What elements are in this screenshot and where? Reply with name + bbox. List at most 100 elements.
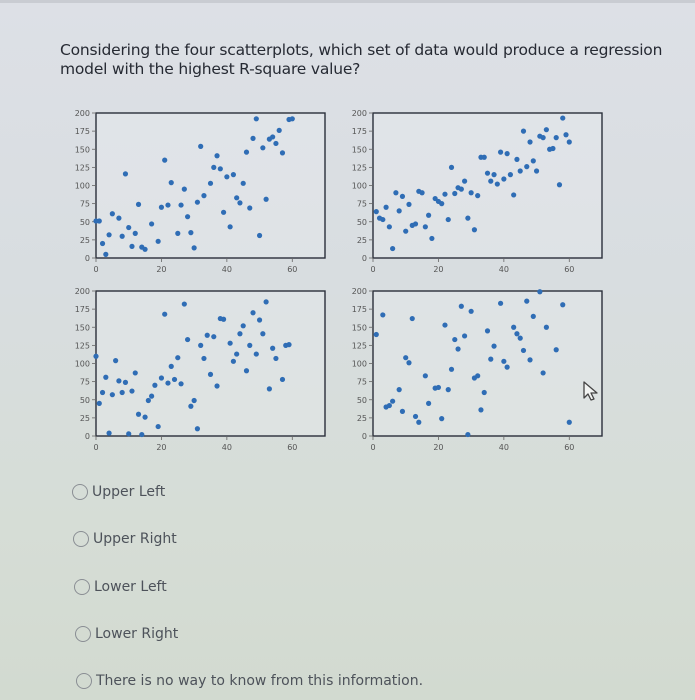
data-point xyxy=(240,180,246,186)
data-point xyxy=(224,174,230,180)
option-lower-left[interactable]: Lower Left xyxy=(74,579,167,595)
option-upper-right[interactable]: Upper Right xyxy=(73,531,177,547)
y-tick-label: 0 xyxy=(362,254,367,263)
data-point xyxy=(406,201,412,207)
scatter-plot-svg: 0 25 50 75 100 125 150 175 200 0 20 40 60 xyxy=(75,287,326,452)
data-point xyxy=(488,178,494,184)
data-point xyxy=(504,364,510,370)
data-point xyxy=(214,383,220,389)
data-point xyxy=(273,140,279,147)
data-point xyxy=(458,186,464,192)
data-point xyxy=(514,331,520,337)
y-tick-label: 150 xyxy=(75,145,90,154)
y-tick-label: 100 xyxy=(75,182,90,191)
data-point xyxy=(256,317,263,323)
data-point xyxy=(185,214,191,220)
scatterplot-upper-left: 0 25 50 75 100 125 150 175 200 0 20 40 60 xyxy=(60,104,330,274)
data-point xyxy=(524,164,530,170)
data-point xyxy=(511,192,517,198)
plot-frame xyxy=(372,112,603,259)
data-point xyxy=(106,232,112,238)
x-tick-label: 20 xyxy=(156,265,166,274)
x-tick-label: 60 xyxy=(287,265,297,274)
data-point xyxy=(501,176,507,182)
data-point xyxy=(403,355,409,361)
x-tick-label: 40 xyxy=(499,265,509,274)
x-tick-label: 60 xyxy=(564,443,574,452)
radio-button[interactable] xyxy=(76,673,92,689)
data-point xyxy=(93,353,99,359)
data-point xyxy=(155,238,161,244)
data-point xyxy=(211,164,217,170)
option-label: Lower Left xyxy=(94,579,167,595)
data-point xyxy=(471,227,478,233)
data-point xyxy=(253,116,259,122)
data-point xyxy=(132,370,138,376)
data-point xyxy=(553,347,559,353)
option-lower-right[interactable]: Lower Right xyxy=(75,626,178,642)
data-point xyxy=(194,426,201,432)
radio-button[interactable] xyxy=(73,531,89,547)
data-point xyxy=(484,328,491,334)
y-tick-label: 0 xyxy=(85,432,90,441)
data-point xyxy=(442,191,448,197)
data-point xyxy=(263,196,269,202)
data-point xyxy=(260,331,266,337)
x-tick-label: 40 xyxy=(499,443,509,452)
y-tick-label: 75 xyxy=(80,200,90,209)
data-point xyxy=(465,215,471,221)
radio-button[interactable] xyxy=(74,579,90,595)
data-point xyxy=(129,243,135,249)
data-point xyxy=(175,230,181,236)
data-point xyxy=(243,149,250,155)
data-point xyxy=(380,216,386,223)
y-tick-label: 125 xyxy=(352,163,367,172)
y-tick-label: 150 xyxy=(75,323,90,332)
data-point xyxy=(475,193,481,199)
data-point xyxy=(501,358,507,364)
data-point xyxy=(276,127,282,133)
data-point xyxy=(188,230,194,236)
data-point xyxy=(106,430,112,436)
data-point xyxy=(422,224,428,230)
data-point xyxy=(250,135,256,141)
data-point xyxy=(119,389,125,396)
x-tick-label: 20 xyxy=(156,443,166,452)
y-tick-label: 50 xyxy=(357,218,367,227)
data-point xyxy=(240,323,246,329)
top-border xyxy=(0,0,695,3)
data-point xyxy=(406,360,412,366)
data-point xyxy=(113,358,119,364)
option-upper-left[interactable]: Upper Left xyxy=(72,484,165,500)
data-point xyxy=(448,366,455,372)
data-point xyxy=(162,157,168,163)
data-point xyxy=(263,299,269,305)
scatterplot-lower-left: 0 25 50 75 100 125 150 175 200 0 20 40 60 xyxy=(60,282,330,452)
x-tick-label: 60 xyxy=(287,443,297,452)
data-point xyxy=(217,166,223,172)
radio-button[interactable] xyxy=(75,626,91,642)
option-no-way-to-know[interactable]: There is no way to know from this inform… xyxy=(76,673,423,689)
x-tick-label: 0 xyxy=(93,265,98,274)
data-point xyxy=(426,212,432,218)
data-point xyxy=(181,186,187,192)
option-label: There is no way to know from this inform… xyxy=(96,673,424,689)
data-point xyxy=(149,393,155,399)
data-point xyxy=(373,331,379,338)
y-tick-label: 200 xyxy=(75,109,90,118)
data-point xyxy=(129,388,135,394)
data-point xyxy=(165,202,171,208)
data-point xyxy=(484,170,491,176)
data-point xyxy=(530,158,536,164)
data-point xyxy=(126,224,132,231)
data-point xyxy=(566,419,572,425)
data-point xyxy=(530,313,536,319)
y-tick-label: 75 xyxy=(357,378,367,387)
question-text: Considering the four scatterplots, which… xyxy=(60,41,663,78)
y-tick-label: 25 xyxy=(80,414,90,423)
data-point xyxy=(99,389,106,396)
data-point xyxy=(540,135,546,141)
data-point xyxy=(279,150,286,156)
data-point xyxy=(419,190,425,196)
radio-button[interactable] xyxy=(72,484,88,500)
